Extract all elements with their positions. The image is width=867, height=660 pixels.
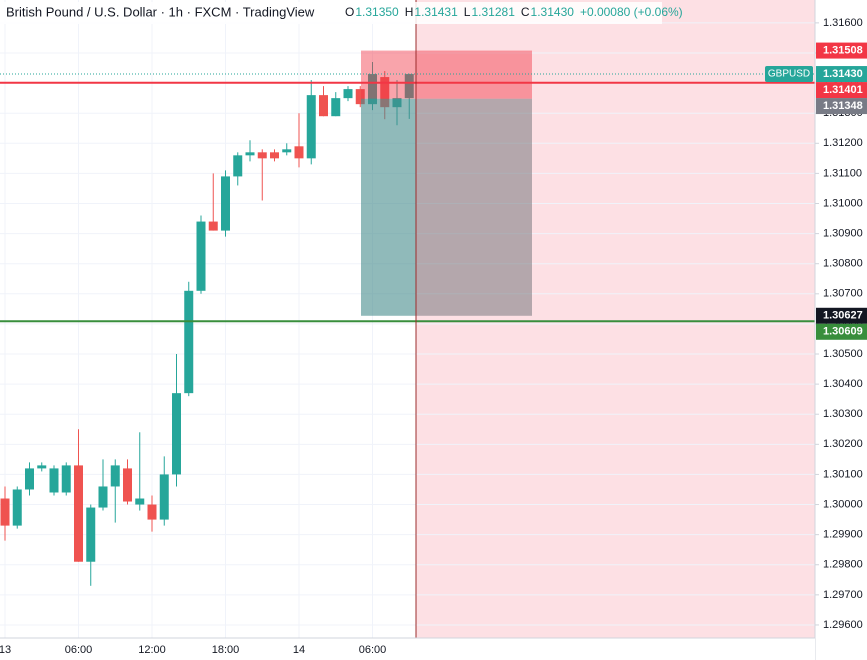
candle-body [257,152,267,159]
price-label: 1.31348 [823,100,863,112]
candle-body [61,465,71,493]
candle-body [135,498,145,505]
candle-body [159,474,169,520]
target-zone [416,98,532,316]
ohlc-change: +0.00080 (+0.06%) [580,5,683,19]
price-label-bg [816,82,867,99]
candle-body [380,77,390,108]
y-tick-label: 1.29600 [823,619,863,631]
y-tick-label: 1.29900 [823,529,863,541]
legend-bg [0,2,662,24]
price-label-bg [816,307,867,324]
price-label: 1.30627 [823,310,863,322]
candle-body [49,468,59,493]
symbol-tag: GBPUSD [768,69,810,80]
candle-body [282,149,292,153]
price-label: 1.31430 [823,68,863,80]
candle-body [270,152,279,159]
candle-body [368,74,377,105]
candle-body [294,146,304,159]
ohlc-value: 1.31430 [531,5,575,19]
y-tick-label: 1.30800 [823,258,863,270]
ohlc-key: H [405,5,414,19]
y-tick-label: 1.30100 [823,468,863,480]
y-tick-label: 1.29800 [823,559,863,571]
x-tick-label: 13 [0,644,11,656]
price-label: 1.31508 [823,44,863,56]
candle-body [74,465,83,562]
x-tick-label: 18:00 [212,644,240,656]
y-tick-label: 1.30700 [823,288,863,300]
price-label: 1.30609 [823,326,863,338]
ohlc-key: L [464,5,471,19]
x-tick-label: 12:00 [138,644,166,656]
candle-body [331,98,341,117]
y-tick-label: 1.30500 [823,348,863,360]
time-axis [0,638,815,660]
candle-body [86,507,96,562]
candle-body [98,486,108,508]
candle-body [12,489,22,526]
price-label-bg [816,323,867,340]
candle-body [0,498,10,526]
candle-body [208,221,218,231]
ohlc-value: 1.31431 [414,5,458,19]
y-tick-label: 1.30200 [823,438,863,450]
y-tick-label: 1.30900 [823,228,863,240]
candle-body [221,176,230,231]
price-label-bg [816,98,867,115]
candle-body [306,95,316,159]
stop-zone [361,50,532,99]
price-label-bg [816,42,867,59]
y-tick-label: 1.30300 [823,408,863,420]
candle-body [404,74,414,99]
candle-body [25,468,34,490]
candle-body [172,393,181,475]
candle-body [245,152,255,156]
candle-body [123,468,132,502]
candle-body [184,290,194,394]
x-tick-label: 14 [293,644,305,656]
y-tick-label: 1.30400 [823,378,863,390]
target-zone-active [361,98,416,316]
y-tick-label: 1.31000 [823,197,863,209]
candle-body [110,465,120,487]
ohlc-key: C [521,5,530,19]
y-tick-label: 1.31100 [823,167,862,179]
ohlc-key: O [345,5,354,19]
x-tick-label: 06:00 [65,644,93,656]
price-label-bg [816,66,867,83]
ohlc-value: 1.31281 [471,5,515,19]
symbol-title: British Pound / U.S. Dollar · 1h · FXCM … [6,4,315,19]
candle-body [147,504,157,520]
y-tick-label: 1.30000 [823,498,863,510]
candle-body [343,89,353,99]
candle-body [355,89,365,105]
candle-body [37,465,47,469]
y-tick-label: 1.31200 [823,137,863,149]
x-tick-label: 06:00 [359,644,387,656]
candle-body [233,155,243,177]
y-tick-label: 1.31600 [823,17,863,29]
y-tick-label: 1.29700 [823,589,863,601]
symbol-tag-bg [765,66,813,83]
candle-body [196,221,206,291]
ohlc-value: 1.31350 [355,5,399,19]
price-label: 1.31401 [823,84,863,96]
candle-body [319,95,328,117]
